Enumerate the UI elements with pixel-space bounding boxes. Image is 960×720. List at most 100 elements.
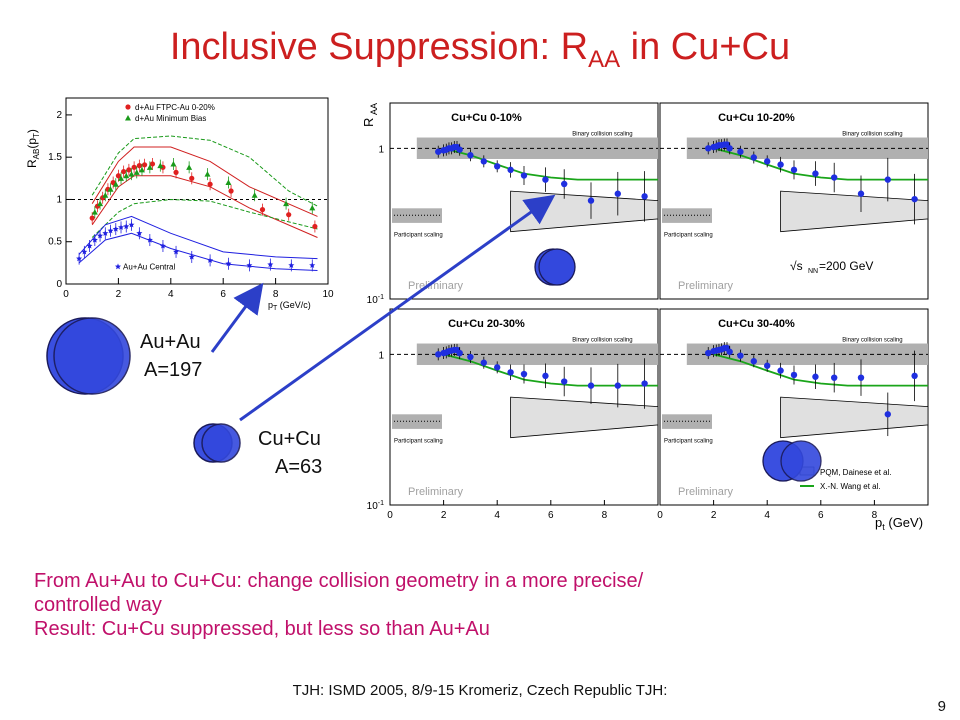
wang-curve	[713, 353, 928, 387]
data-point	[520, 172, 528, 179]
y-tick-base: 10	[367, 295, 379, 306]
y-tick-label: 2	[56, 110, 62, 121]
y-tick-label: 1.5	[48, 152, 62, 163]
data-point	[705, 349, 712, 357]
energy-label: √s	[790, 259, 803, 273]
data-point	[542, 176, 549, 183]
data-point	[726, 145, 733, 152]
data-point	[123, 223, 130, 230]
data-point	[123, 172, 130, 179]
energy-label-value: =200 GeV	[819, 259, 873, 273]
data-point	[480, 359, 487, 366]
participant-band	[662, 414, 712, 429]
x-label-part: p	[875, 515, 882, 530]
binary-label: Binary collision scaling	[842, 131, 902, 137]
data-point	[911, 372, 918, 380]
data-point	[107, 227, 114, 234]
participant-label: Participant scaling	[394, 232, 443, 238]
legend-entry: d+Au Minimum Bias	[135, 114, 206, 123]
data-point	[251, 192, 258, 198]
body-line-2: controlled way	[34, 594, 162, 616]
x-tick-label: 0	[63, 289, 69, 300]
cucu-nuclei-icon	[193, 423, 241, 463]
y-tick-base: 10	[367, 501, 379, 512]
y-label-part: R	[25, 159, 39, 168]
y-axis-label: R	[361, 118, 376, 127]
y-tick-label: 0	[56, 279, 62, 290]
data-point	[507, 369, 514, 376]
data-point	[456, 146, 463, 153]
participant-band	[392, 414, 442, 429]
data-point	[641, 380, 648, 387]
data-point	[614, 382, 621, 389]
wang-curve	[443, 147, 658, 181]
data-point	[435, 148, 442, 155]
data-point	[225, 260, 232, 267]
data-point	[225, 179, 232, 186]
data-point	[102, 192, 109, 198]
data-point	[157, 162, 164, 169]
x-axis-label: pt (GeV)	[875, 515, 923, 532]
binary-label: Binary collision scaling	[842, 337, 902, 343]
footer: TJH: ISMD 2005, 8/9-15 Kromeriz, Czech R…	[292, 682, 668, 699]
data-point	[520, 370, 528, 378]
participant-label: Participant scaling	[664, 232, 713, 238]
auau-nuclei-icon	[46, 317, 131, 395]
data-point	[312, 223, 318, 230]
data-point	[777, 161, 784, 168]
data-point	[91, 209, 98, 215]
participant-band	[662, 208, 712, 223]
y-axis-label-sub: AA	[369, 103, 379, 115]
y-axis-label: RAB(pT)	[25, 129, 41, 168]
participant-band	[392, 208, 442, 223]
body-line-3: Result: Cu+Cu suppressed, but less so th…	[34, 618, 490, 640]
legend-entry: d+Au FTPC-Au 0-20%	[135, 103, 215, 112]
data-point	[76, 255, 83, 262]
data-point	[121, 168, 127, 175]
y-tick-label: 10-1	[367, 294, 384, 306]
preliminary-label: Preliminary	[408, 486, 464, 498]
x-tick-label: 6	[220, 289, 226, 300]
data-point	[136, 163, 142, 169]
pqm-band	[780, 396, 929, 439]
x-tick-label: 2	[116, 289, 122, 300]
legend-marker	[125, 104, 131, 110]
data-point	[726, 348, 733, 355]
data-point	[204, 171, 211, 177]
data-point	[467, 353, 474, 361]
data-point	[86, 242, 93, 249]
data-point	[207, 257, 214, 263]
data-point	[107, 186, 114, 192]
legend-wang: X.-N. Wang et al.	[820, 482, 881, 491]
data-point	[112, 225, 119, 232]
data-point	[542, 372, 549, 380]
data-point	[705, 145, 712, 152]
data-point	[126, 167, 132, 173]
data-point	[173, 169, 179, 175]
data-point	[91, 236, 98, 243]
data-point	[228, 188, 234, 194]
panel-title: Cu+Cu 20-30%	[448, 318, 525, 330]
data-point	[494, 364, 501, 371]
x-label-sub: t	[882, 522, 885, 532]
data-point	[97, 232, 104, 239]
data-point	[737, 352, 744, 359]
auau-mass-label: A=197	[144, 359, 203, 381]
legend-marker	[125, 115, 131, 121]
data-point	[89, 215, 95, 221]
x-tick-label: 6	[818, 510, 824, 521]
binary-label: Binary collision scaling	[572, 337, 632, 343]
data-point	[561, 180, 568, 188]
data-point	[777, 367, 784, 374]
auau-label: Au+Au	[140, 331, 201, 353]
data-point	[146, 236, 153, 243]
cucu-mass-label: A=63	[275, 456, 323, 478]
data-point	[812, 170, 819, 177]
data-point	[764, 362, 771, 369]
data-point	[189, 175, 195, 181]
data-point	[764, 158, 771, 165]
data-point	[614, 190, 621, 197]
y-label-part: (p	[25, 138, 39, 149]
data-point	[812, 373, 819, 380]
legend-marker	[115, 263, 121, 270]
